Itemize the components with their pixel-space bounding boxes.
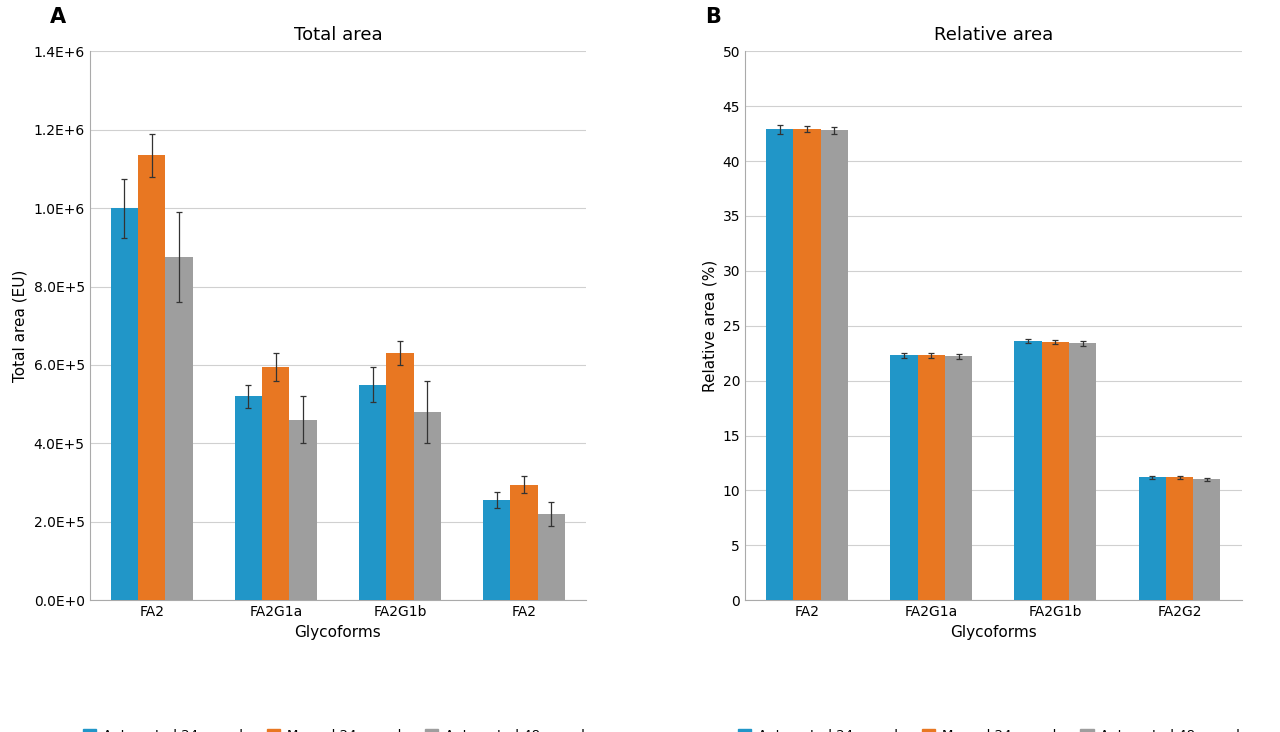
Bar — [538, 514, 564, 600]
Text: B: B — [705, 7, 721, 27]
Bar — [165, 257, 192, 600]
Bar — [794, 129, 820, 600]
Legend: Automated 24-sample, Manual 24-sample, Automated 48-sample: Automated 24-sample, Manual 24-sample, A… — [733, 724, 1253, 732]
Text: A: A — [50, 7, 67, 27]
Bar — [820, 130, 849, 600]
Bar — [289, 420, 316, 600]
Bar — [1166, 477, 1193, 600]
X-axis label: Glycoforms: Glycoforms — [950, 624, 1037, 640]
Bar — [413, 412, 440, 600]
Bar — [138, 155, 165, 600]
Y-axis label: Relative area (%): Relative area (%) — [701, 260, 717, 392]
Title: Total area: Total area — [293, 26, 383, 44]
Bar — [387, 353, 413, 600]
Bar — [234, 396, 262, 600]
Bar — [1042, 342, 1069, 600]
Bar — [891, 355, 918, 600]
Bar — [1139, 477, 1166, 600]
Bar — [1069, 343, 1097, 600]
Bar — [483, 500, 511, 600]
Y-axis label: Total area (EU): Total area (EU) — [13, 269, 28, 382]
Bar — [945, 356, 973, 600]
Bar — [1015, 341, 1042, 600]
Bar — [1193, 479, 1221, 600]
Title: Relative area: Relative area — [933, 26, 1053, 44]
Legend: Automated 24-sample, Manual 24-sample, Automated 48-sample: Automated 24-sample, Manual 24-sample, A… — [78, 724, 598, 732]
Bar — [511, 485, 538, 600]
Bar — [918, 355, 945, 600]
Bar — [110, 208, 138, 600]
X-axis label: Glycoforms: Glycoforms — [294, 624, 381, 640]
Bar — [358, 384, 387, 600]
Bar — [767, 129, 794, 600]
Bar — [262, 367, 289, 600]
